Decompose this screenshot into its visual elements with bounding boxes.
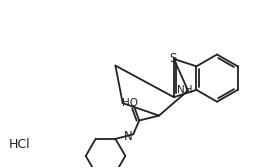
Text: HO: HO [122, 98, 138, 108]
Text: NH: NH [177, 85, 193, 95]
Text: N: N [124, 130, 133, 143]
Text: S: S [169, 52, 177, 65]
Text: HCl: HCl [8, 138, 30, 152]
